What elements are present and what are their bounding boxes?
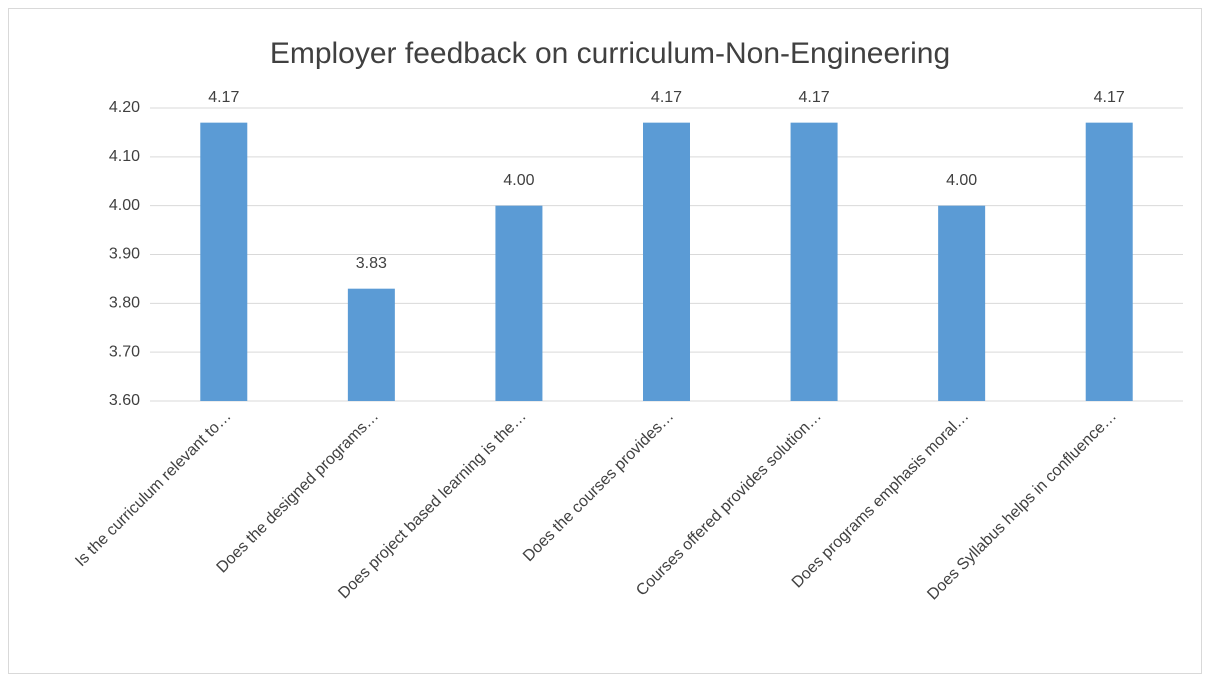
value-label: 4.17 [799,89,830,106]
bar [347,288,395,401]
chart-title: Employer feedback on curriculum-Non-Engi… [270,37,950,70]
y-tick-label: 4.00 [109,197,140,214]
bar [643,122,690,402]
y-tick-label: 4.10 [109,148,140,165]
bar [200,122,248,402]
bar [495,205,543,401]
y-tick-label: 3.60 [109,392,140,409]
y-tick-label: 3.90 [109,246,140,263]
bar [938,205,986,401]
value-label: 4.17 [1094,89,1125,106]
value-label: 4.00 [503,172,534,189]
bar [1085,122,1133,402]
bar [790,122,838,402]
y-tick-label: 3.70 [109,343,140,360]
value-label: 4.00 [946,172,977,189]
value-label: 4.17 [208,89,239,106]
value-label: 3.83 [356,255,387,272]
y-tick-label: 3.80 [109,295,140,312]
value-label: 4.17 [651,89,682,106]
y-tick-label: 4.20 [109,99,140,116]
